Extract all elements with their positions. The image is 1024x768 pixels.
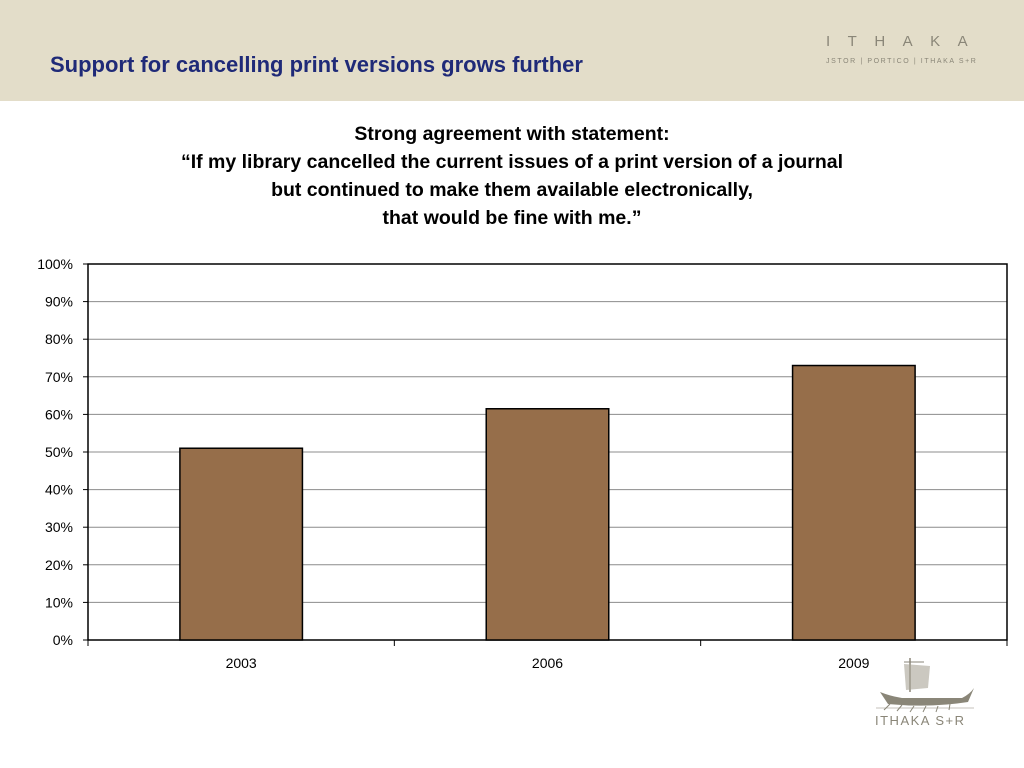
y-tick-label: 100% [37, 256, 73, 272]
chart-heading-line-1: Strong agreement with statement: [354, 123, 670, 145]
header-bar: Support for cancelling print versions gr… [0, 0, 1024, 101]
x-tick-label: 2009 [838, 655, 869, 671]
footer-brand-name: ITHAKA S+R [875, 713, 966, 728]
x-tick-label: 2006 [532, 655, 563, 671]
y-tick-label: 70% [45, 369, 73, 385]
y-tick-label: 80% [45, 331, 73, 347]
y-tick-label: 60% [45, 406, 73, 422]
y-tick-label: 40% [45, 482, 73, 498]
chart-heading-line-2: “If my library cancelled the current iss… [180, 151, 844, 173]
y-tick-label: 30% [45, 519, 73, 535]
bar-2006 [485, 408, 610, 641]
brand-logo-name: ITHAKA [826, 33, 986, 50]
x-tick-label: 2003 [226, 655, 257, 671]
slide-title: Support for cancelling print versions gr… [50, 52, 583, 77]
bar-2009 [791, 364, 916, 641]
y-tick-label: 90% [45, 294, 73, 310]
y-tick-label: 10% [45, 594, 73, 610]
y-tick-label: 50% [45, 444, 73, 460]
y-tick-label: 0% [53, 632, 73, 648]
ship-icon [876, 658, 974, 713]
brand-logo-tagline: JSTOR | PORTICO | ITHAKA S+R [826, 58, 978, 65]
chart-heading-line-3: but continued to make them available ele… [271, 179, 753, 201]
y-tick-label: 20% [45, 557, 73, 573]
chart-heading: Strong agreement with statement: “If my … [40, 120, 984, 232]
chart-heading-line-4: that would be fine with me.” [382, 207, 642, 229]
bar-2003 [179, 447, 304, 641]
